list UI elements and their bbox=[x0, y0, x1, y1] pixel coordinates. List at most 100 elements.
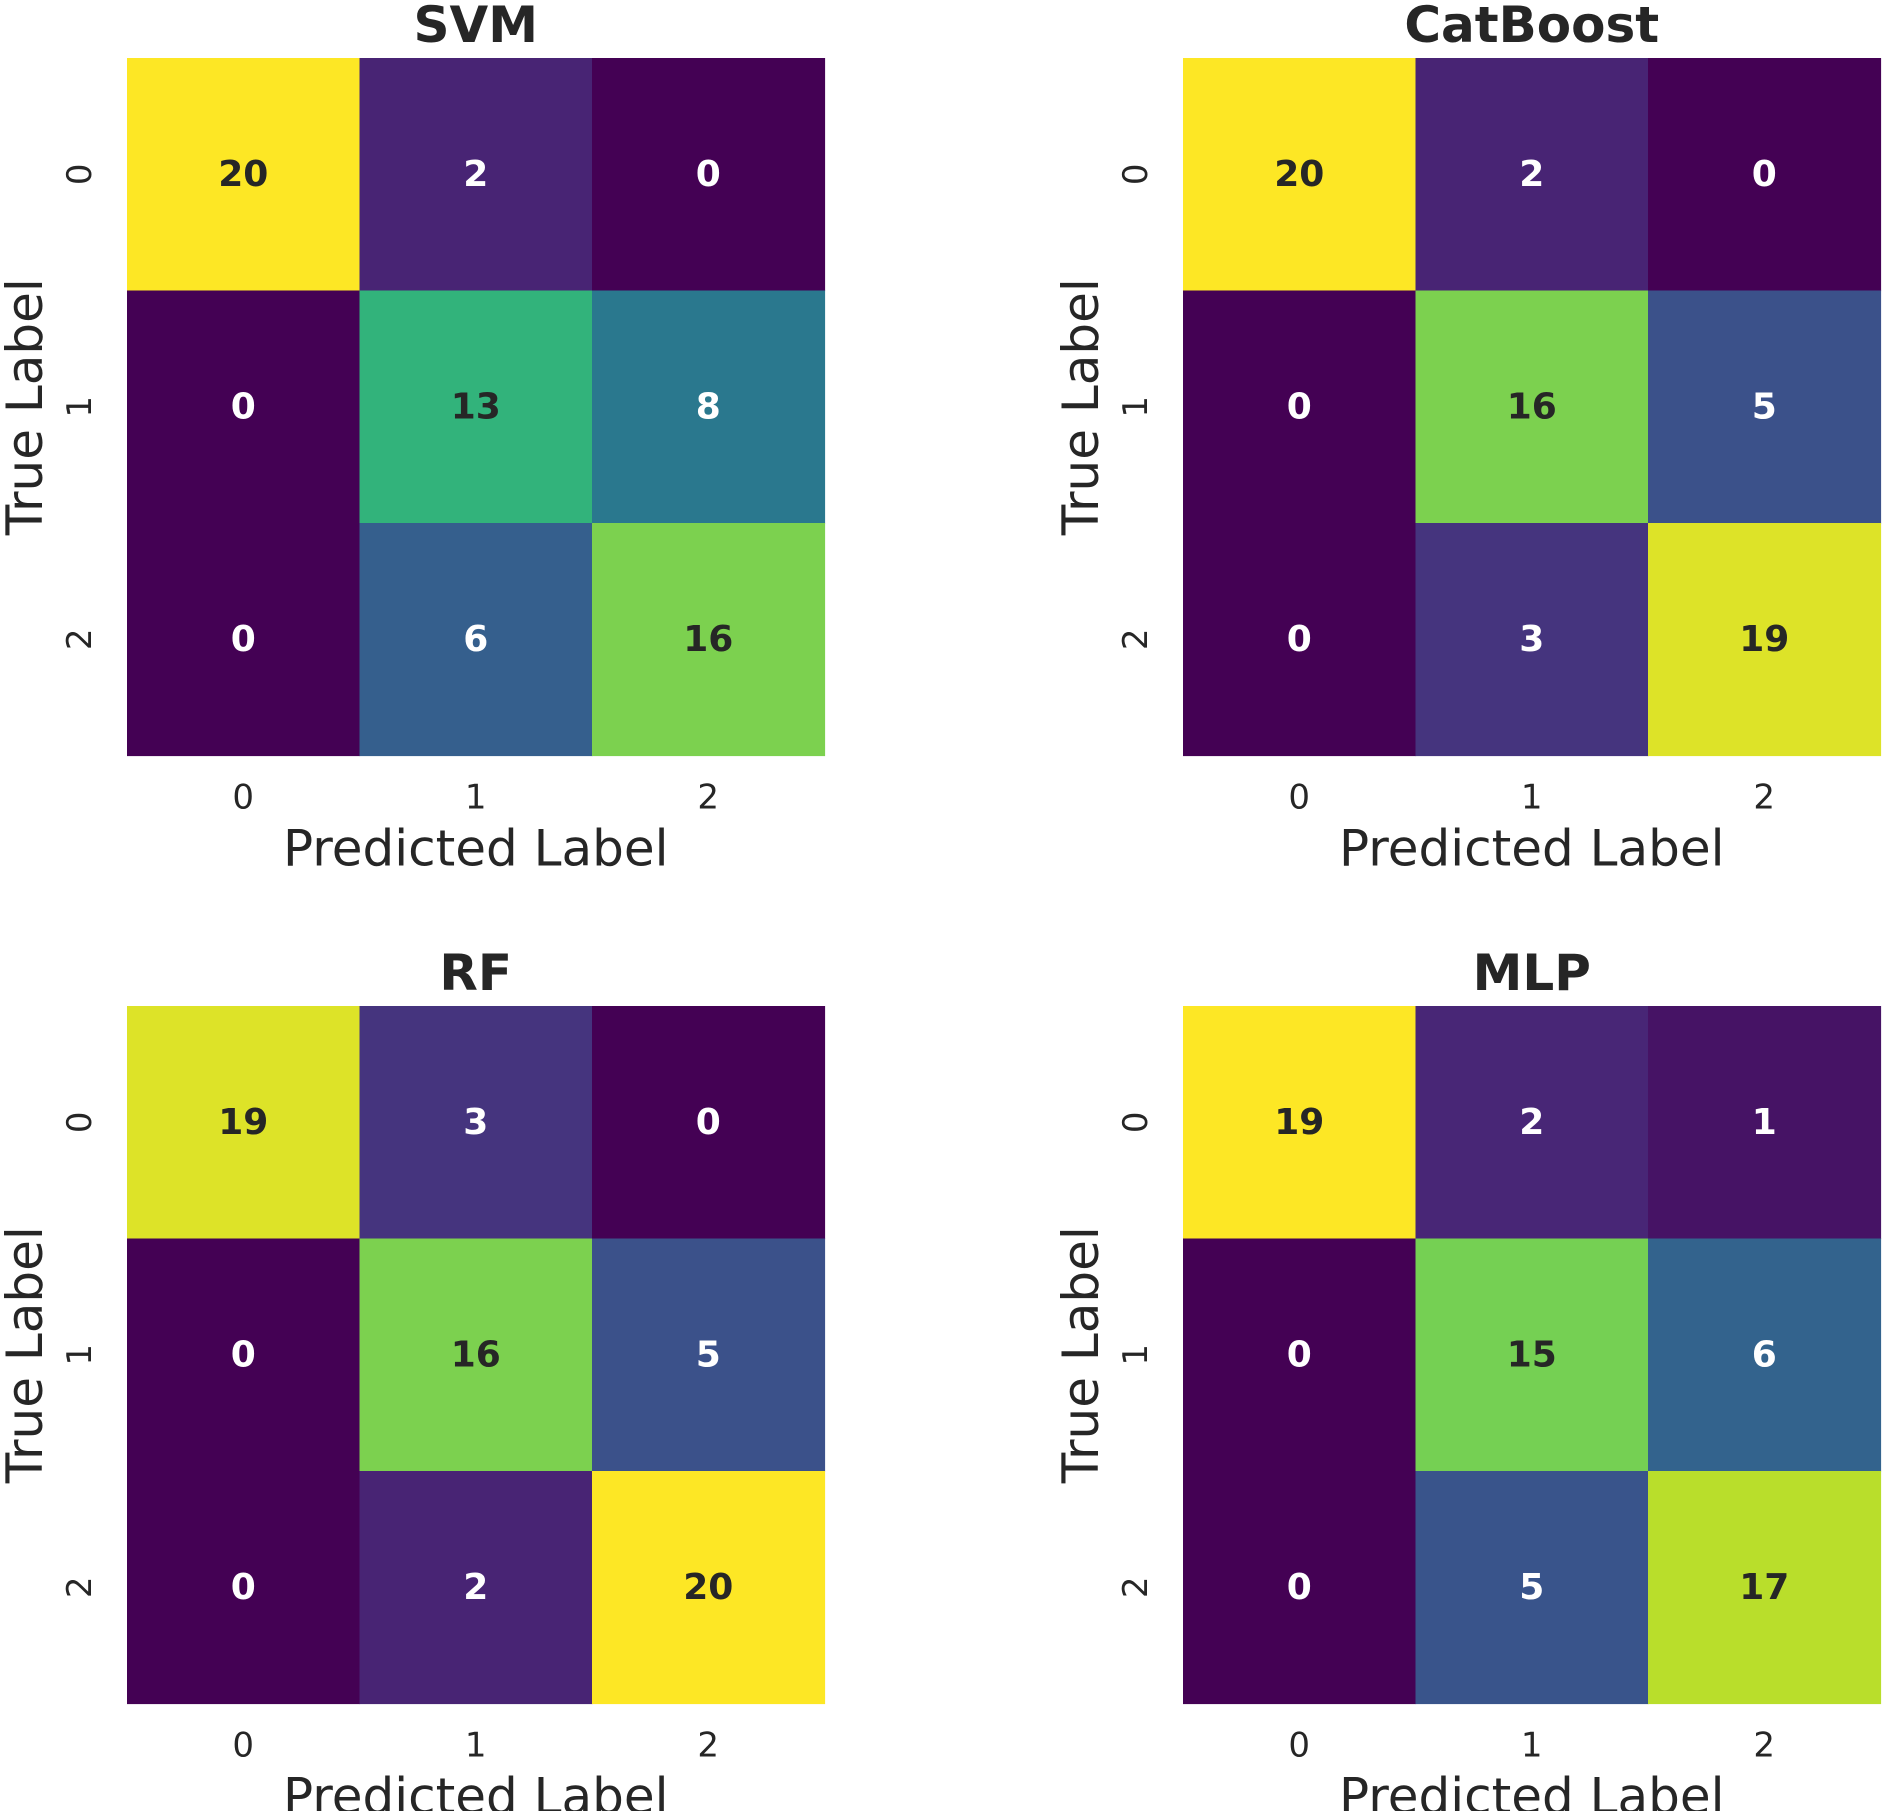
heatmap-cell bbox=[1183, 1471, 1417, 1705]
cell-value-label: 8 bbox=[696, 386, 721, 427]
cell-value-label: 2 bbox=[1519, 154, 1544, 195]
cell-value-label: 0 bbox=[231, 619, 256, 660]
cell-value-label: 6 bbox=[1752, 1334, 1777, 1375]
heatmap-cell bbox=[592, 1238, 826, 1472]
y-tick-label: 2 bbox=[1116, 628, 1156, 650]
cell-value-label: 0 bbox=[1287, 386, 1312, 427]
cell-value-label: 17 bbox=[1739, 1567, 1789, 1608]
heatmap-cell bbox=[1648, 1471, 1882, 1705]
x-tick-label: 0 bbox=[232, 778, 254, 818]
x-tick-label: 2 bbox=[1753, 778, 1775, 818]
panel-title: SVM bbox=[414, 0, 538, 54]
x-tick-label: 2 bbox=[697, 1726, 719, 1766]
cell-value-label: 2 bbox=[463, 1567, 488, 1608]
cell-value-label: 3 bbox=[463, 1102, 488, 1143]
cell-value-label: 0 bbox=[1287, 1567, 1312, 1608]
heatmap-cell bbox=[592, 523, 826, 757]
y-tick-label: 2 bbox=[60, 628, 100, 650]
cell-value-label: 20 bbox=[1274, 154, 1324, 195]
x-axis-label: Predicted Label bbox=[283, 1768, 669, 1811]
cell-value-label: 2 bbox=[1519, 1102, 1544, 1143]
heatmap-cell bbox=[1648, 1006, 1882, 1240]
y-tick-label: 2 bbox=[60, 1576, 100, 1598]
heatmap-cell bbox=[359, 1471, 593, 1705]
y-tick-label: 0 bbox=[1116, 1111, 1156, 1133]
cell-value-label: 0 bbox=[696, 154, 721, 195]
panel-title: CatBoost bbox=[1404, 0, 1659, 54]
y-tick-label: 0 bbox=[60, 163, 100, 185]
cell-value-label: 0 bbox=[696, 1102, 721, 1143]
cell-value-label: 16 bbox=[1507, 386, 1557, 427]
cell-value-label: 1 bbox=[1752, 1102, 1777, 1143]
heatmap-cell bbox=[1648, 58, 1882, 292]
x-tick-label: 2 bbox=[1753, 1726, 1775, 1766]
heatmap-cell bbox=[127, 523, 361, 757]
x-tick-label: 1 bbox=[465, 778, 487, 818]
heatmap-cell bbox=[1415, 1006, 1649, 1240]
heatmap-cell bbox=[359, 1238, 593, 1472]
y-axis-label: True Label bbox=[1052, 1226, 1110, 1484]
heatmap-cell bbox=[127, 1238, 361, 1472]
y-axis-label: True Label bbox=[1052, 278, 1110, 536]
x-tick-label: 1 bbox=[465, 1726, 487, 1766]
heatmap-cell bbox=[127, 1006, 361, 1240]
x-axis-label: Predicted Label bbox=[1339, 1768, 1725, 1811]
heatmap-cell bbox=[1648, 290, 1882, 524]
heatmap-cell bbox=[1415, 1471, 1649, 1705]
cell-value-label: 0 bbox=[231, 1334, 256, 1375]
heatmap-cell bbox=[592, 290, 826, 524]
heatmap-cell bbox=[359, 58, 593, 292]
cell-value-label: 0 bbox=[1287, 619, 1312, 660]
heatmap-cell bbox=[1183, 1238, 1417, 1472]
heatmap-cell bbox=[1415, 290, 1649, 524]
heatmap-cell bbox=[1183, 523, 1417, 757]
cell-value-label: 6 bbox=[463, 619, 488, 660]
heatmap-cell bbox=[592, 1006, 826, 1240]
x-axis-label: Predicted Label bbox=[283, 820, 669, 878]
heatmap-cell bbox=[1415, 1238, 1649, 1472]
y-tick-label: 1 bbox=[1116, 396, 1156, 418]
heatmap-cell bbox=[592, 58, 826, 292]
heatmap-cell bbox=[127, 290, 361, 524]
y-axis-label: True Label bbox=[0, 1226, 54, 1484]
heatmap-cell bbox=[1415, 523, 1649, 757]
cell-value-label: 2 bbox=[463, 154, 488, 195]
cell-value-label: 19 bbox=[218, 1102, 268, 1143]
y-tick-label: 1 bbox=[1116, 1344, 1156, 1366]
y-tick-label: 0 bbox=[60, 1111, 100, 1133]
cell-value-label: 16 bbox=[683, 619, 733, 660]
cell-value-label: 5 bbox=[1752, 386, 1777, 427]
cell-value-label: 16 bbox=[451, 1334, 501, 1375]
heatmap-cell bbox=[359, 523, 593, 757]
x-tick-label: 1 bbox=[1521, 778, 1543, 818]
panel-title: MLP bbox=[1473, 944, 1591, 1002]
heatmap-cell bbox=[1415, 58, 1649, 292]
x-tick-label: 0 bbox=[232, 1726, 254, 1766]
heatmap-cell bbox=[1648, 523, 1882, 757]
y-axis-label: True Label bbox=[0, 278, 54, 536]
heatmap-cell bbox=[592, 1471, 826, 1705]
cell-value-label: 0 bbox=[231, 386, 256, 427]
heatmap-cell bbox=[127, 1471, 361, 1705]
cell-value-label: 15 bbox=[1507, 1334, 1557, 1375]
y-tick-label: 0 bbox=[1116, 163, 1156, 185]
y-tick-label: 2 bbox=[1116, 1576, 1156, 1598]
cell-value-label: 19 bbox=[1739, 619, 1789, 660]
heatmap-cell bbox=[1648, 1238, 1882, 1472]
cell-value-label: 0 bbox=[231, 1567, 256, 1608]
cell-value-label: 5 bbox=[696, 1334, 721, 1375]
x-axis-label: Predicted Label bbox=[1339, 820, 1725, 878]
cell-value-label: 0 bbox=[1287, 1334, 1312, 1375]
heatmap-cell bbox=[1183, 1006, 1417, 1240]
cell-value-label: 19 bbox=[1274, 1102, 1324, 1143]
heatmap-cell bbox=[1183, 290, 1417, 524]
heatmap-cell bbox=[359, 1006, 593, 1240]
heatmap-cell bbox=[1183, 58, 1417, 292]
cell-value-label: 20 bbox=[218, 154, 268, 195]
y-tick-label: 1 bbox=[60, 1344, 100, 1366]
chart-panel-mlp: 19 2 1 0 15 6 0 5 17 MLP 0 1 2 0 1 2 Predicted Label True… bbox=[1052, 944, 1882, 1811]
